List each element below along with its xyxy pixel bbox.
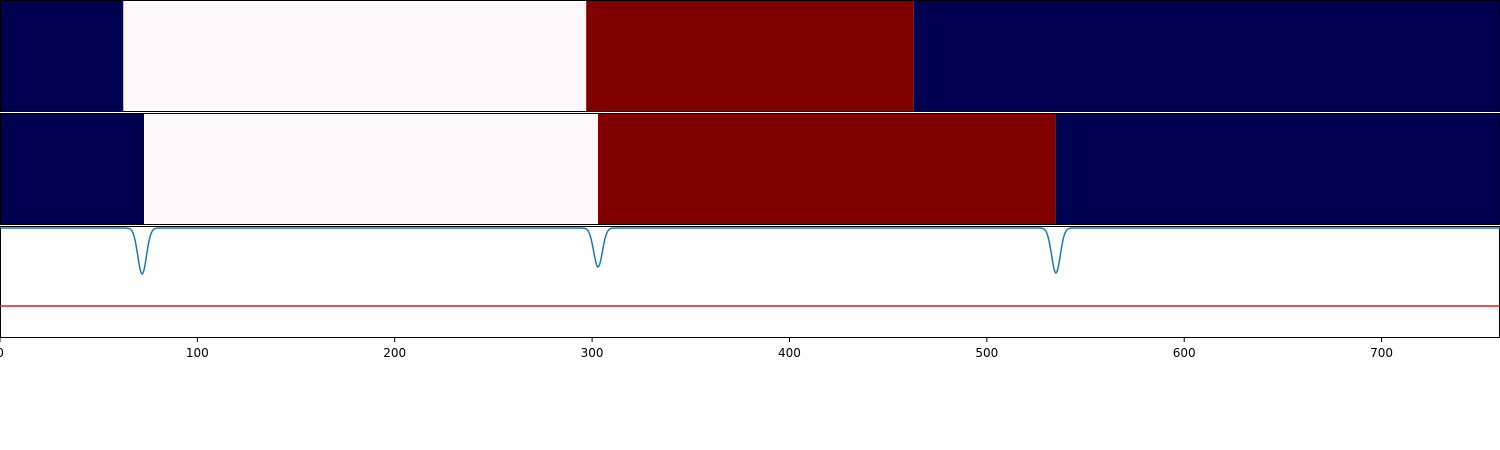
segment-1-3 [586,0,914,112]
segment-1-2 [123,0,587,112]
signal-frame [0,226,1500,338]
segment-1-4 [913,0,1500,112]
signal-panel [0,226,1500,338]
x-tick-label-600: 600 [1173,346,1196,360]
x-tick-label-300: 300 [581,346,604,360]
segment-row-1 [0,0,1500,112]
segment-2-1 [0,113,145,225]
x-tick-label-700: 700 [1370,346,1393,360]
segment-2-2 [144,113,599,225]
x-tick-label-500: 500 [975,346,998,360]
segment-row-2 [0,113,1500,225]
segment-2-3 [598,113,1056,225]
x-axis: 0 100 200 300 400 500 600 700 [0,338,1393,360]
x-tick-label-400: 400 [778,346,801,360]
segment-1-1 [0,0,124,112]
signal-line [0,227,1500,276]
segment-2-4 [1055,113,1500,225]
x-tick-label-0: 0 [0,346,4,360]
x-tick-label-100: 100 [186,346,209,360]
x-tick-label-200: 200 [383,346,406,360]
